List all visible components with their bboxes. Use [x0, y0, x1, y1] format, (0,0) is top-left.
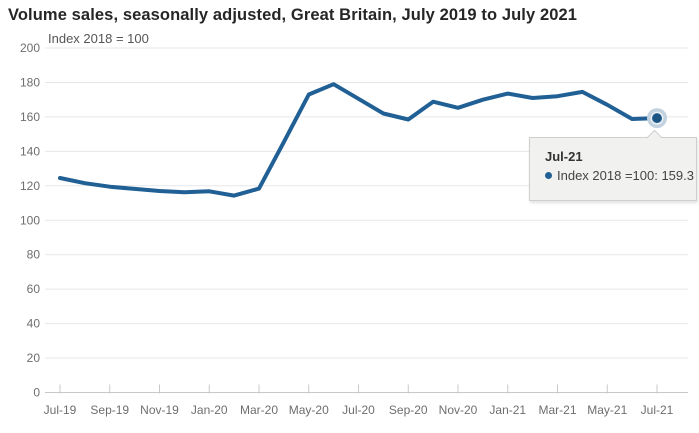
y-axis-label: 20: [27, 351, 41, 365]
x-axis-label: Jul-19: [44, 403, 77, 417]
x-axis-label: Nov-19: [140, 403, 179, 417]
tooltip-row: Index 2018 =100: 159.3: [545, 168, 696, 183]
x-axis-label: Mar-21: [538, 403, 576, 417]
x-axis-label: May-21: [587, 403, 627, 417]
y-axis-label: 100: [20, 213, 40, 227]
chart-subtitle: Index 2018 = 100: [48, 31, 149, 46]
tooltip-title: Jul-21: [545, 149, 583, 164]
y-axis-label: 140: [20, 144, 40, 158]
y-axis-label: 160: [20, 110, 40, 124]
y-axis-label: 200: [20, 41, 40, 55]
x-axis-label: May-20: [289, 403, 329, 417]
y-axis-label: 120: [20, 179, 40, 193]
y-axis-label: 0: [33, 386, 40, 400]
data-point-marker[interactable]: [652, 113, 662, 124]
x-axis-label: Jul-21: [641, 403, 674, 417]
y-axis-label: 60: [27, 282, 41, 296]
x-axis-label: Jul-20: [342, 403, 375, 417]
y-axis-label: 180: [20, 75, 40, 89]
tooltip: Jul-21 Index 2018 =100: 159.3: [529, 129, 697, 201]
series-bullet-icon: [545, 172, 552, 179]
y-axis-label: 80: [27, 248, 41, 262]
x-axis-label: Mar-20: [240, 403, 278, 417]
sales-line: [58, 82, 659, 198]
x-axis-label: Jan-21: [489, 403, 526, 417]
x-axis-label: Jan-20: [191, 403, 228, 417]
x-axis-label: Nov-20: [439, 403, 478, 417]
chart-title: Volume sales, seasonally adjusted, Great…: [8, 6, 578, 24]
tooltip-value: Index 2018 =100: 159.3: [557, 168, 694, 183]
y-axis-label: 40: [27, 317, 41, 331]
x-axis-label: Sep-20: [389, 403, 428, 417]
x-axis-label: Sep-19: [90, 403, 129, 417]
